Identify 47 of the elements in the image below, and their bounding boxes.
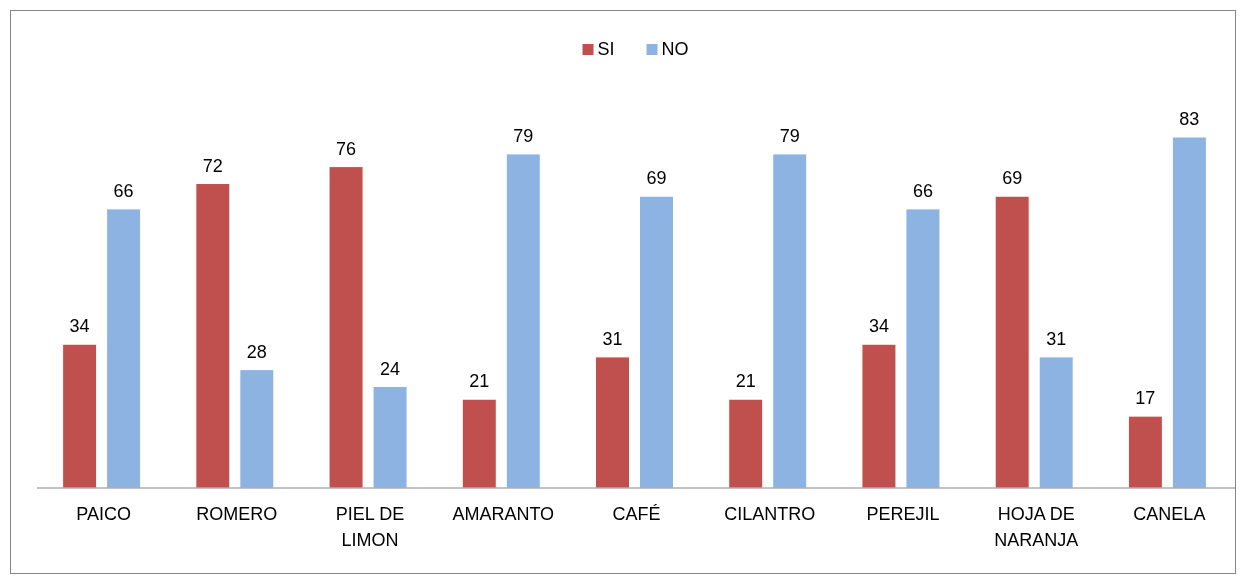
data-label: 66	[912, 180, 933, 201]
bar	[62, 343, 98, 489]
data-label: 17	[1135, 388, 1156, 409]
x-tick-label: HOJA DE NARANJA	[994, 504, 1079, 550]
data-label: 21	[735, 371, 756, 392]
x-tick-label: ROMERO	[196, 504, 278, 524]
x-tick-label: PAICO	[76, 504, 131, 524]
bar	[861, 343, 897, 489]
x-tick-label: CANELA	[1133, 504, 1206, 524]
data-label: 69	[646, 168, 667, 189]
bar	[106, 208, 142, 489]
data-label: 34	[868, 316, 889, 337]
x-tick-label: CILANTRO	[724, 504, 816, 524]
bar	[772, 153, 808, 489]
data-label: 28	[246, 341, 267, 362]
bar	[461, 398, 497, 489]
bar	[372, 386, 408, 489]
bar	[905, 208, 941, 489]
x-tick-label: PIEL DE LIMON	[335, 504, 405, 550]
bar	[239, 369, 275, 489]
legend-label: SI	[597, 38, 615, 59]
data-label: 31	[1046, 328, 1067, 349]
bar	[1171, 136, 1207, 489]
data-label: 76	[336, 138, 357, 159]
data-label: 21	[469, 371, 490, 392]
bar	[639, 195, 674, 489]
data-label: 79	[779, 125, 800, 146]
legend-label: NO	[661, 38, 689, 59]
bar	[728, 398, 764, 489]
data-label: 72	[202, 155, 223, 176]
bar	[1038, 356, 1074, 489]
bar	[595, 356, 630, 489]
bar	[505, 153, 541, 489]
x-tick-label: AMARANTO	[452, 504, 555, 524]
data-label: 66	[113, 180, 134, 201]
data-label: 69	[1002, 168, 1023, 189]
data-label: 24	[380, 358, 401, 379]
bar	[195, 183, 231, 489]
data-label: 79	[513, 125, 534, 146]
x-tick-label: CAFÉ	[612, 504, 661, 524]
bar	[994, 195, 1030, 489]
bar	[328, 166, 364, 489]
data-label: 83	[1179, 109, 1200, 129]
data-label: 34	[69, 316, 90, 337]
data-label: 31	[602, 328, 623, 349]
x-tick-label: PEREJIL	[866, 504, 940, 524]
bar	[1127, 415, 1163, 489]
